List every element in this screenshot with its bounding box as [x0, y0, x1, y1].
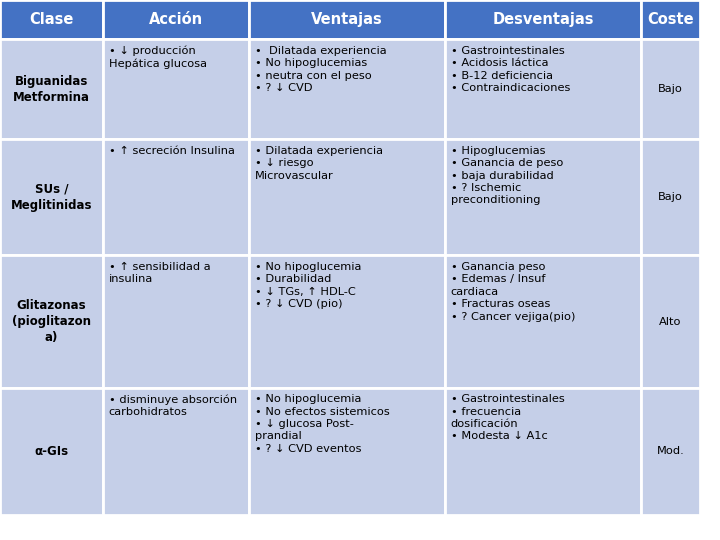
Bar [249, 388, 445, 515]
Bar [641, 255, 700, 388]
Text: • ↓ producción
Hepática glucosa: • ↓ producción Hepática glucosa [109, 46, 207, 70]
Bar [445, 388, 641, 515]
Text: • No hipoglucemia
• No efectos sistemicos
• ↓ glucosa Post-
prandial
• ? ↓ CVD e: • No hipoglucemia • No efectos sistemico… [255, 394, 390, 454]
Bar [445, 139, 641, 255]
Text: Desventajas: Desventajas [492, 12, 593, 27]
Text: • disminuye absorción
carbohidratos: • disminuye absorción carbohidratos [109, 394, 237, 417]
Text: • Hipoglucemias
• Ganancia de peso
• baja durabilidad
• ? Ischemic
preconditioni: • Hipoglucemias • Ganancia de peso • baj… [451, 146, 563, 205]
Text: Coste: Coste [647, 12, 693, 27]
Text: Clase: Clase [30, 12, 73, 27]
Bar [445, 255, 641, 388]
Bar [249, 39, 445, 139]
Text: • Gastrointestinales
• Acidosis láctica
• B-12 deficiencia
• Contraindicaciones: • Gastrointestinales • Acidosis láctica … [451, 46, 570, 93]
Text: Glitazonas
(pioglitazon
a): Glitazonas (pioglitazon a) [12, 299, 91, 344]
Text: Mod.: Mod. [657, 446, 684, 456]
Bar [0, 388, 103, 515]
Bar [103, 388, 249, 515]
Bar [103, 139, 249, 255]
Bar [445, 39, 641, 139]
Text: • Gastrointestinales
• frecuencia
dosificación
• Modesta ↓ A1c: • Gastrointestinales • frecuencia dosifi… [451, 394, 564, 441]
Bar [641, 139, 700, 255]
Text: Bajo: Bajo [658, 84, 683, 94]
Text: α-GIs: α-GIs [35, 444, 68, 458]
Text: • Dilatada experiencia
• ↓ riesgo
Microvascular: • Dilatada experiencia • ↓ riesgo Microv… [255, 146, 383, 180]
Bar [0, 0, 103, 39]
Bar [249, 139, 445, 255]
Text: Acción: Acción [149, 12, 203, 27]
Text: • No hipoglucemia
• Durabilidad
• ↓ TGs, ↑ HDL-C
• ? ↓ CVD (pio): • No hipoglucemia • Durabilidad • ↓ TGs,… [255, 262, 361, 309]
Bar [445, 0, 641, 39]
Text: SUs /
Meglitinidas: SUs / Meglitinidas [11, 183, 92, 212]
Text: • Ganancia peso
• Edemas / Insuf
cardiaca
• Fracturas oseas
• ? Cancer vejiga(pi: • Ganancia peso • Edemas / Insuf cardiac… [451, 262, 575, 321]
Bar [641, 0, 700, 39]
Bar [103, 255, 249, 388]
Text: Biguanidas
Metformina: Biguanidas Metformina [13, 75, 90, 104]
Text: •  Dilatada experiencia
• No hipoglucemias
• neutra con el peso
• ? ↓ CVD: • Dilatada experiencia • No hipoglucemia… [255, 46, 387, 93]
Bar [249, 0, 445, 39]
Bar [103, 0, 249, 39]
Bar [0, 139, 103, 255]
Text: Bajo: Bajo [658, 192, 683, 202]
Bar [0, 255, 103, 388]
Text: Alto: Alto [659, 316, 682, 327]
Text: • ↑ sensibilidad a
insulina: • ↑ sensibilidad a insulina [109, 262, 210, 284]
Bar [641, 39, 700, 139]
Bar [103, 39, 249, 139]
Bar [641, 388, 700, 515]
Bar [249, 255, 445, 388]
Text: Ventajas: Ventajas [311, 12, 383, 27]
Bar [0, 39, 103, 139]
Text: • ↑ secreción Insulina: • ↑ secreción Insulina [109, 146, 235, 156]
